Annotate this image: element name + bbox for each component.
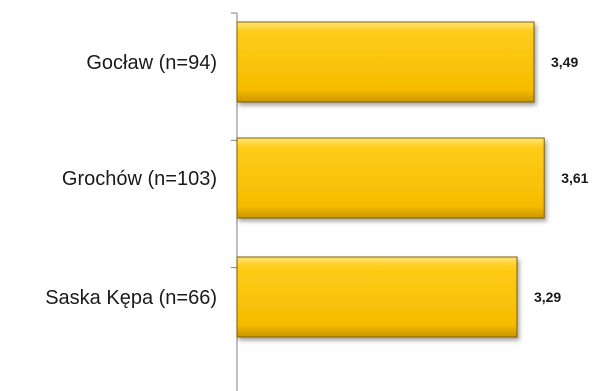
labels: Gocław (n=94) 3,49 Grochów (n=103) 3,61 Sask… (45, 52, 588, 309)
bar (236, 256, 518, 338)
category-label: Grochów (n=103) (62, 168, 217, 190)
bar (236, 137, 545, 219)
data-label: 3,49 (551, 54, 578, 70)
data-label: 3,61 (561, 170, 588, 186)
category-label: Gocław (n=94) (86, 52, 217, 74)
bars (236, 21, 545, 338)
category-axis (231, 12, 238, 391)
category-label: Saska Kępa (n=66) (45, 287, 217, 309)
bar (236, 21, 535, 103)
data-label: 3,29 (534, 289, 561, 305)
